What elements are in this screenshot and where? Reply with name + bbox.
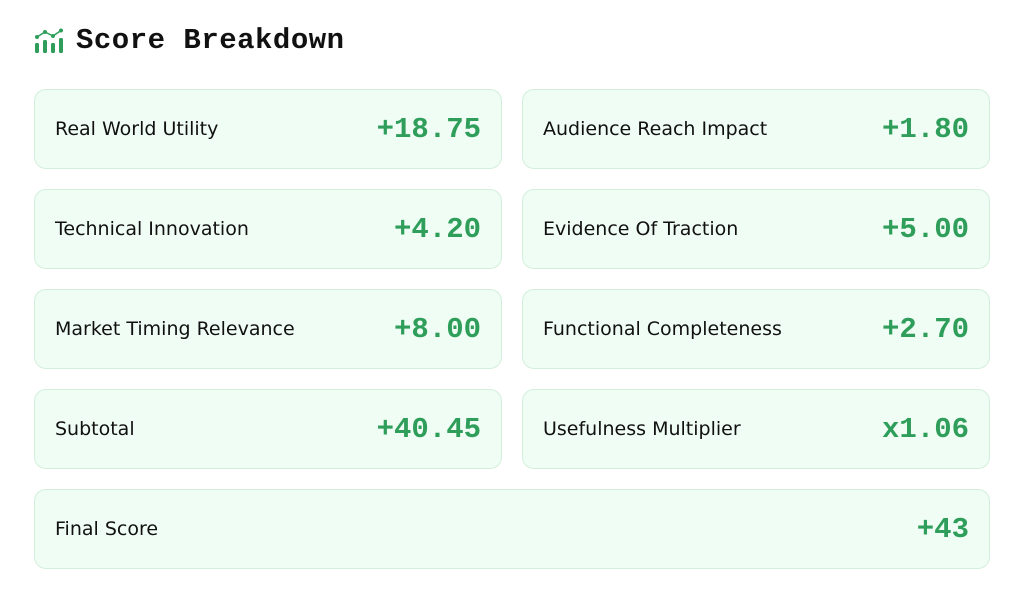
score-card-real-world-utility: Real World Utility +18.75 — [34, 89, 502, 169]
score-card-subtotal: Subtotal +40.45 — [34, 389, 502, 469]
score-label: Audience Reach Impact — [543, 118, 768, 140]
score-value: +18.75 — [376, 112, 481, 146]
score-card-usefulness-multiplier: Usefulness Multiplier x1.06 — [522, 389, 990, 469]
score-label: Real World Utility — [55, 118, 219, 140]
score-value: +4.20 — [393, 212, 481, 246]
score-card-evidence-of-traction: Evidence Of Traction +5.00 — [522, 189, 990, 269]
chart-icon — [35, 28, 63, 53]
score-label: Evidence Of Traction — [543, 218, 739, 240]
score-value: x1.06 — [881, 412, 969, 446]
score-label: Market Timing Relevance — [55, 318, 295, 340]
score-value: +43 — [916, 512, 969, 546]
score-grid: Real World Utility +18.75 Audience Reach … — [34, 89, 990, 569]
section-header: Score Breakdown — [34, 24, 345, 57]
score-value: +5.00 — [881, 212, 969, 246]
score-value: +2.70 — [881, 312, 969, 346]
score-card-technical-innovation: Technical Innovation +4.20 — [34, 189, 502, 269]
score-card-audience-reach-impact: Audience Reach Impact +1.80 — [522, 89, 990, 169]
score-card-functional-completeness: Functional Completeness +2.70 — [522, 289, 990, 369]
score-card-final-score: Final Score +43 — [34, 489, 990, 569]
score-label: Subtotal — [55, 418, 135, 440]
score-label: Final Score — [55, 518, 159, 540]
score-value: +1.80 — [881, 112, 969, 146]
score-value: +40.45 — [376, 412, 481, 446]
score-label: Functional Completeness — [543, 318, 782, 340]
score-label: Technical Innovation — [55, 218, 249, 240]
score-label: Usefulness Multiplier — [543, 418, 741, 440]
section-title: Score Breakdown — [76, 24, 345, 57]
score-value: +8.00 — [393, 312, 481, 346]
score-card-market-timing-relevance: Market Timing Relevance +8.00 — [34, 289, 502, 369]
